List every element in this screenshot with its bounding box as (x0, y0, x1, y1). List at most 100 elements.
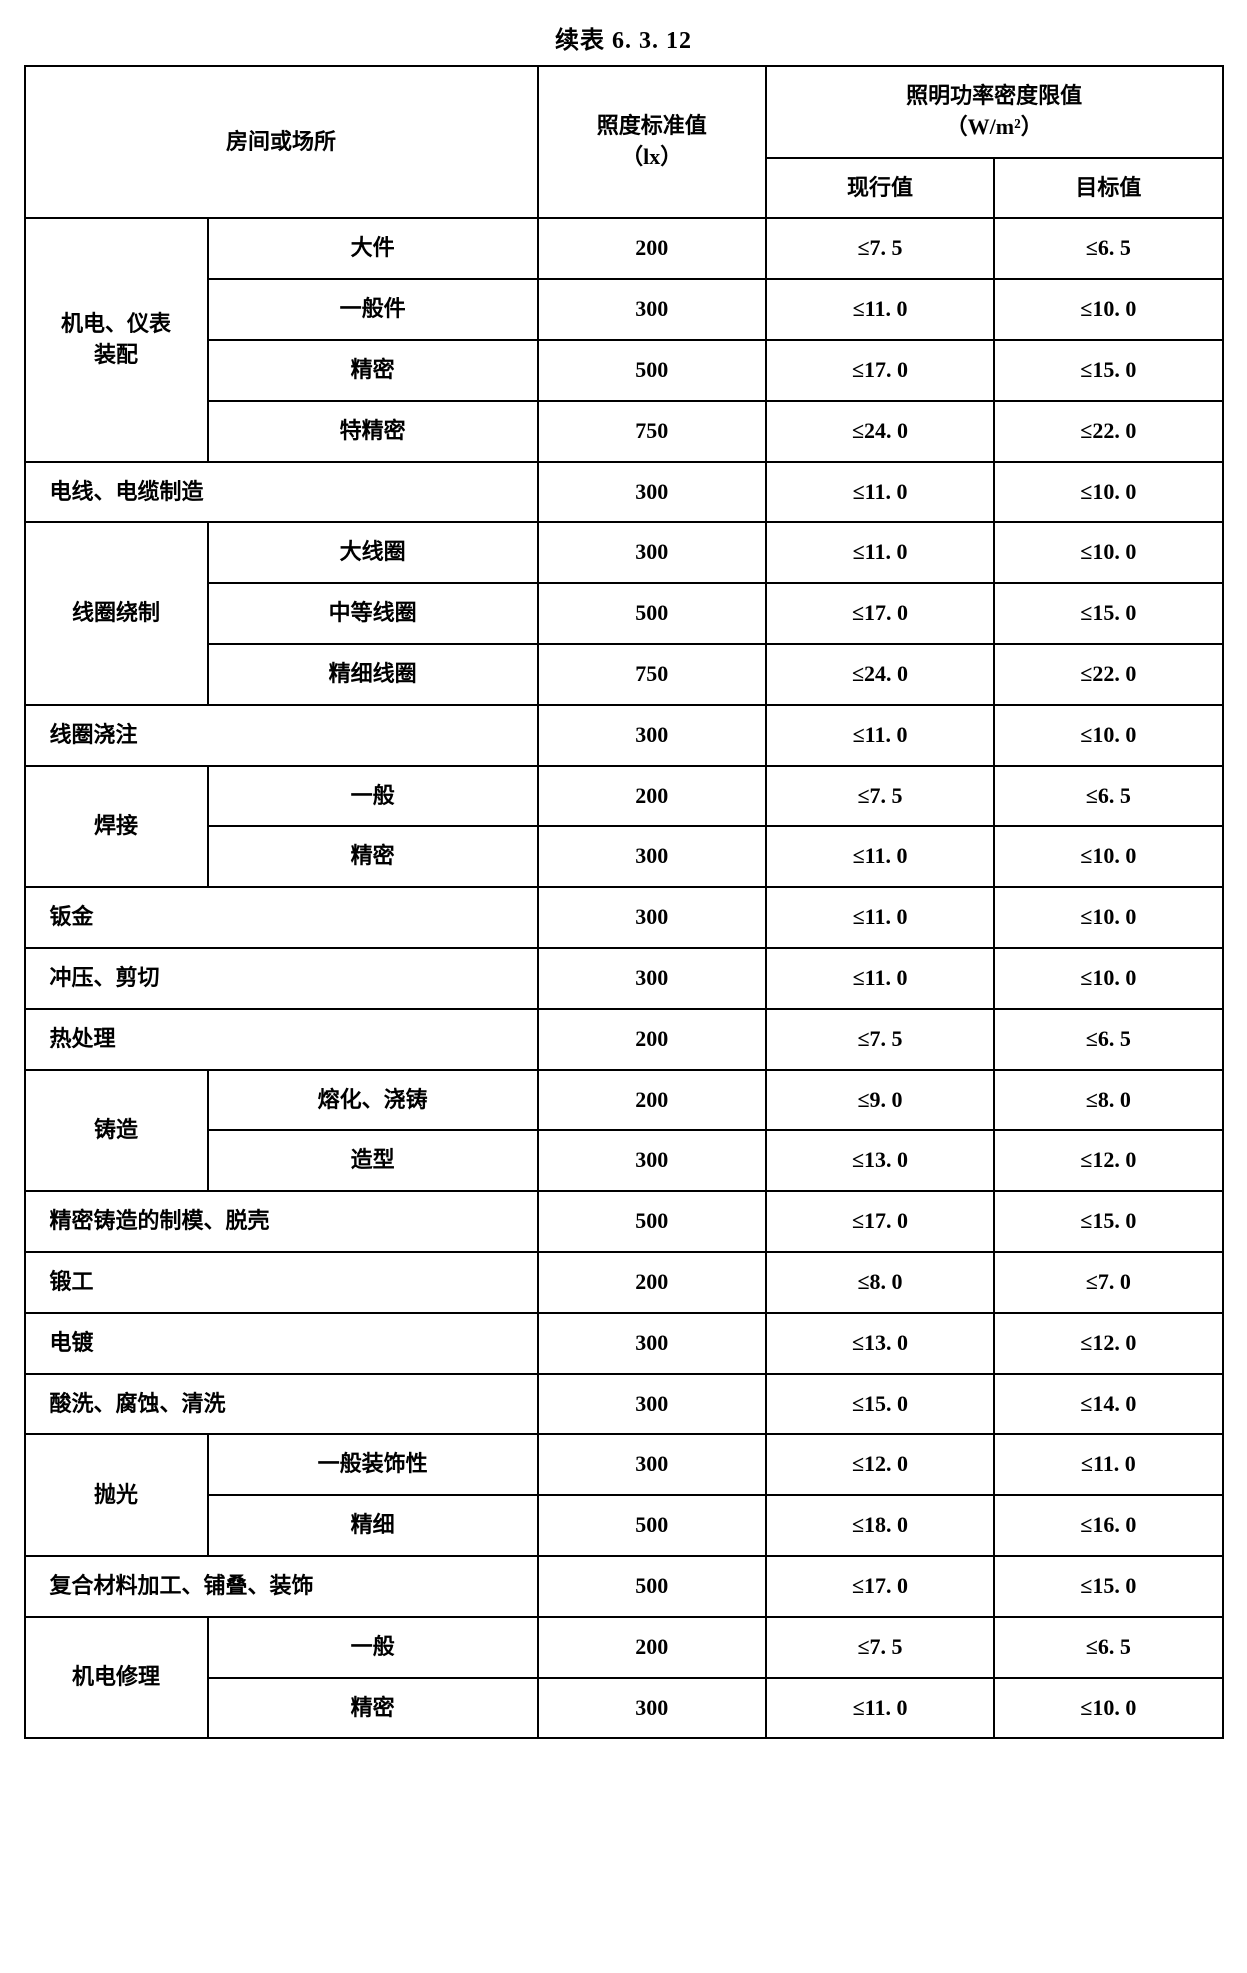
lx-cell: 300 (538, 1678, 766, 1739)
target-cell: ≤6. 5 (994, 218, 1222, 279)
current-cell: ≤18. 0 (766, 1495, 994, 1556)
group-cell: 机电、仪表装配 (25, 218, 208, 461)
lx-cell: 300 (538, 705, 766, 766)
lx-cell: 300 (538, 1434, 766, 1495)
lx-cell: 300 (538, 948, 766, 1009)
table-row: 机电修理一般200≤7. 5≤6. 5 (25, 1617, 1223, 1678)
target-cell: ≤6. 5 (994, 1009, 1222, 1070)
room-cell: 冲压、剪切 (25, 948, 538, 1009)
current-cell: ≤7. 5 (766, 1617, 994, 1678)
lx-cell: 750 (538, 401, 766, 462)
target-cell: ≤15. 0 (994, 340, 1222, 401)
target-cell: ≤15. 0 (994, 583, 1222, 644)
table-row: 酸洗、腐蚀、清洗300≤15. 0≤14. 0 (25, 1374, 1223, 1435)
target-cell: ≤22. 0 (994, 644, 1222, 705)
room-cell: 精密铸造的制模、脱壳 (25, 1191, 538, 1252)
sub-cell: 大件 (208, 218, 538, 279)
target-cell: ≤15. 0 (994, 1556, 1222, 1617)
current-cell: ≤11. 0 (766, 279, 994, 340)
target-cell: ≤10. 0 (994, 1678, 1222, 1739)
current-cell: ≤12. 0 (766, 1434, 994, 1495)
table-row: 钣金300≤11. 0≤10. 0 (25, 887, 1223, 948)
header-row-1: 房间或场所 照度标准值（lx） 照明功率密度限值（W/m²） (25, 66, 1223, 158)
lx-cell: 200 (538, 1617, 766, 1678)
table-row: 电镀300≤13. 0≤12. 0 (25, 1313, 1223, 1374)
header-lx: 照度标准值（lx） (538, 66, 766, 218)
room-cell: 酸洗、腐蚀、清洗 (25, 1374, 538, 1435)
table-row: 电线、电缆制造300≤11. 0≤10. 0 (25, 462, 1223, 523)
current-cell: ≤9. 0 (766, 1070, 994, 1131)
sub-cell: 精细 (208, 1495, 538, 1556)
table-row: 焊接一般200≤7. 5≤6. 5 (25, 766, 1223, 827)
lx-cell: 750 (538, 644, 766, 705)
current-cell: ≤17. 0 (766, 340, 994, 401)
current-cell: ≤11. 0 (766, 948, 994, 1009)
target-cell: ≤6. 5 (994, 1617, 1222, 1678)
room-cell: 钣金 (25, 887, 538, 948)
lx-cell: 500 (538, 1495, 766, 1556)
header-current: 现行值 (766, 158, 994, 219)
target-cell: ≤12. 0 (994, 1313, 1222, 1374)
current-cell: ≤7. 5 (766, 218, 994, 279)
lx-cell: 500 (538, 583, 766, 644)
current-cell: ≤24. 0 (766, 644, 994, 705)
lx-cell: 500 (538, 1191, 766, 1252)
sub-cell: 精密 (208, 340, 538, 401)
current-cell: ≤8. 0 (766, 1252, 994, 1313)
room-cell: 电镀 (25, 1313, 538, 1374)
room-cell: 线圈浇注 (25, 705, 538, 766)
header-room: 房间或场所 (25, 66, 538, 218)
lx-cell: 200 (538, 766, 766, 827)
lx-cell: 200 (538, 1009, 766, 1070)
lx-cell: 300 (538, 522, 766, 583)
current-cell: ≤11. 0 (766, 705, 994, 766)
standards-table: 房间或场所 照度标准值（lx） 照明功率密度限值（W/m²） 现行值 目标值 机… (24, 65, 1224, 1739)
table-row: 抛光一般装饰性300≤12. 0≤11. 0 (25, 1434, 1223, 1495)
target-cell: ≤10. 0 (994, 522, 1222, 583)
lx-cell: 300 (538, 1130, 766, 1191)
sub-cell: 一般装饰性 (208, 1434, 538, 1495)
target-cell: ≤10. 0 (994, 948, 1222, 1009)
target-cell: ≤8. 0 (994, 1070, 1222, 1131)
target-cell: ≤14. 0 (994, 1374, 1222, 1435)
target-cell: ≤10. 0 (994, 705, 1222, 766)
table-row: 线圈绕制大线圈300≤11. 0≤10. 0 (25, 522, 1223, 583)
header-wm2: 照明功率密度限值（W/m²） (766, 66, 1223, 158)
current-cell: ≤17. 0 (766, 1191, 994, 1252)
target-cell: ≤10. 0 (994, 826, 1222, 887)
lx-cell: 200 (538, 1252, 766, 1313)
table-row: 冲压、剪切300≤11. 0≤10. 0 (25, 948, 1223, 1009)
current-cell: ≤17. 0 (766, 583, 994, 644)
current-cell: ≤11. 0 (766, 887, 994, 948)
sub-cell: 熔化、浇铸 (208, 1070, 538, 1131)
lx-cell: 300 (538, 279, 766, 340)
table-row: 机电、仪表装配大件200≤7. 5≤6. 5 (25, 218, 1223, 279)
target-cell: ≤10. 0 (994, 887, 1222, 948)
lx-cell: 500 (538, 1556, 766, 1617)
room-cell: 热处理 (25, 1009, 538, 1070)
sub-cell: 精密 (208, 826, 538, 887)
current-cell: ≤17. 0 (766, 1556, 994, 1617)
lx-cell: 200 (538, 1070, 766, 1131)
group-cell: 铸造 (25, 1070, 208, 1192)
group-cell: 焊接 (25, 766, 208, 888)
target-cell: ≤22. 0 (994, 401, 1222, 462)
current-cell: ≤15. 0 (766, 1374, 994, 1435)
sub-cell: 中等线圈 (208, 583, 538, 644)
target-cell: ≤6. 5 (994, 766, 1222, 827)
group-cell: 线圈绕制 (25, 522, 208, 704)
table-row: 锻工200≤8. 0≤7. 0 (25, 1252, 1223, 1313)
current-cell: ≤11. 0 (766, 1678, 994, 1739)
current-cell: ≤13. 0 (766, 1130, 994, 1191)
current-cell: ≤7. 5 (766, 766, 994, 827)
sub-cell: 特精密 (208, 401, 538, 462)
table-title: 续表 6. 3. 12 (555, 20, 692, 55)
sub-cell: 一般 (208, 766, 538, 827)
sub-cell: 精密 (208, 1678, 538, 1739)
room-cell: 复合材料加工、铺叠、装饰 (25, 1556, 538, 1617)
current-cell: ≤7. 5 (766, 1009, 994, 1070)
group-cell: 机电修理 (25, 1617, 208, 1739)
target-cell: ≤16. 0 (994, 1495, 1222, 1556)
sub-cell: 一般件 (208, 279, 538, 340)
current-cell: ≤11. 0 (766, 462, 994, 523)
